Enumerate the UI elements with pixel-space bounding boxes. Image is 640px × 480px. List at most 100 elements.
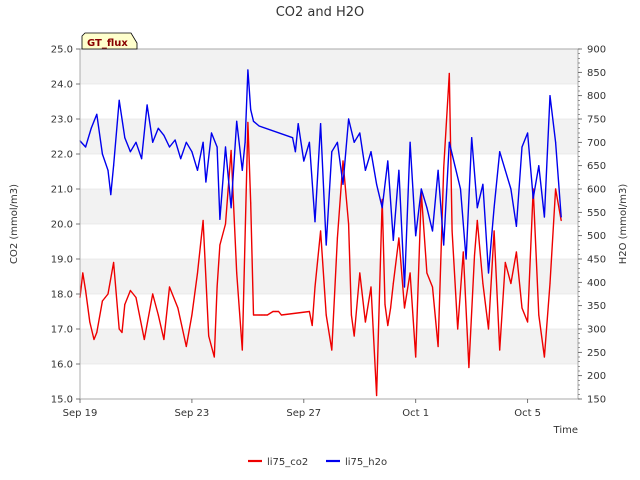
data-point (353, 141, 355, 143)
data-point (454, 165, 456, 167)
data-point (549, 95, 551, 97)
data-point (163, 338, 165, 341)
y-tick-right-label: 200 (587, 371, 606, 382)
data-point (370, 151, 372, 153)
data-point (364, 169, 366, 171)
data-point (118, 328, 120, 330)
legend-item-li75_h2o: li75_h2o (326, 457, 387, 468)
data-point (185, 141, 187, 143)
data-point (89, 321, 91, 323)
data-point (320, 230, 322, 232)
data-point (90, 127, 92, 129)
y-tick-right-label: 250 (587, 348, 606, 359)
data-point (247, 69, 249, 71)
data-point (538, 314, 540, 316)
legend-label: li75_co2 (267, 457, 308, 468)
data-point (353, 335, 355, 337)
data-point (336, 141, 338, 143)
data-point (390, 307, 392, 309)
data-point (191, 314, 193, 316)
data-point (325, 244, 327, 246)
band (80, 49, 578, 84)
data-point (196, 169, 199, 171)
data-point (110, 194, 112, 196)
data-point (510, 188, 512, 190)
data-point (168, 286, 171, 288)
data-point (118, 99, 120, 101)
data-point (152, 293, 154, 295)
data-point (521, 146, 523, 148)
y-axis-right-label: H2O (mmol/m3) (618, 184, 629, 265)
data-point (325, 314, 327, 316)
data-point (487, 272, 490, 274)
data-point (157, 314, 159, 316)
data-point (331, 151, 333, 153)
data-point (308, 310, 310, 313)
data-point (555, 188, 557, 190)
data-point (247, 121, 249, 124)
data-point (560, 216, 562, 218)
data-point (499, 151, 501, 153)
data-point (146, 104, 148, 106)
data-point (174, 139, 176, 141)
data-point (381, 207, 383, 209)
band (80, 119, 578, 154)
data-point (101, 300, 103, 302)
x-tick-label: Sep 23 (175, 408, 210, 419)
data-point (230, 207, 232, 209)
data-point (384, 303, 386, 306)
data-point (409, 141, 411, 143)
data-point (168, 146, 171, 148)
data-point (280, 314, 282, 316)
x-tick-label: Sep 19 (63, 408, 98, 419)
data-point (205, 181, 207, 183)
data-point (387, 160, 389, 162)
y-tick-right-label: 500 (587, 231, 606, 242)
data-point (448, 72, 450, 75)
y-tick-left-label: 20.0 (51, 220, 73, 231)
data-point (275, 310, 277, 313)
data-point (376, 394, 378, 397)
data-point (549, 282, 551, 285)
data-point (473, 254, 476, 257)
chart-title: CO2 and H2O (276, 5, 365, 20)
y-tick-left-label: 25.0 (51, 45, 73, 56)
data-point (409, 272, 411, 274)
data-point (250, 109, 252, 111)
data-point (403, 286, 406, 288)
y-tick-right-label: 650 (587, 161, 606, 172)
y-tick-right-label: 400 (587, 278, 606, 289)
data-point (230, 149, 232, 152)
y-tick-left-label: 23.0 (51, 115, 73, 126)
y-tick-left-label: 19.0 (51, 255, 73, 266)
data-point (437, 345, 439, 348)
data-point (129, 289, 131, 292)
data-point (527, 132, 529, 134)
y-tick-right-label: 150 (587, 395, 606, 406)
data-point (555, 141, 557, 143)
data-point (141, 158, 143, 160)
data-point (348, 223, 350, 225)
data-point (177, 307, 179, 309)
data-point (224, 223, 227, 225)
data-point (258, 314, 260, 316)
data-point (104, 296, 106, 299)
data-point (278, 310, 280, 313)
data-point (392, 282, 394, 285)
data-point (476, 219, 478, 222)
data-point (403, 307, 406, 309)
data-point (543, 216, 546, 218)
data-point (135, 141, 137, 143)
data-point (476, 207, 478, 209)
y-tick-left-label: 15.0 (51, 395, 73, 406)
data-point (210, 132, 213, 134)
data-point (415, 235, 417, 237)
y-tick-right-label: 700 (587, 138, 606, 149)
data-point (443, 167, 445, 169)
data-point (129, 151, 131, 153)
data-point (487, 328, 490, 330)
y-tick-left-label: 21.0 (51, 185, 73, 196)
data-point (85, 289, 87, 292)
y-tick-left-label: 17.0 (51, 325, 73, 336)
data-point (532, 197, 534, 199)
